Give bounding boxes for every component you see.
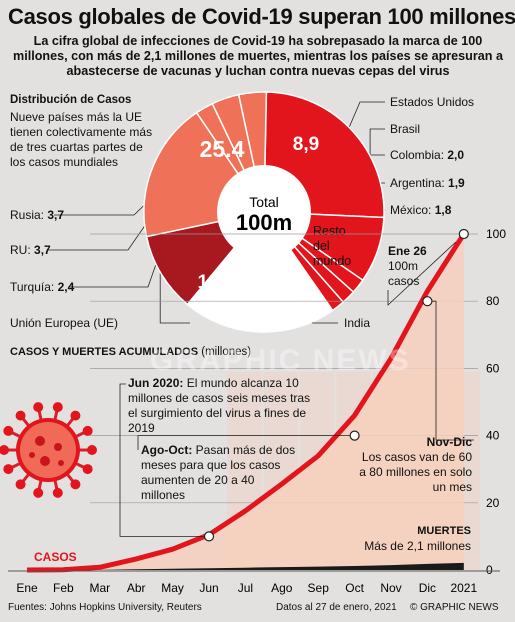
annotation-leader-3 <box>387 241 457 306</box>
x-tick-labels: Ene Feb Mar Abr May Jun Jul Ago Sep Oct Nov Dic 2021 <box>8 570 500 595</box>
pie-slice-5 <box>186 210 334 333</box>
label-brazil: Brasil <box>390 122 421 136</box>
label-uk: RU: 3,7 <box>10 243 51 257</box>
virus-spike-9 <box>15 410 26 421</box>
x-tick-Ago: Ago <box>271 581 293 595</box>
annotation-deaths: Muertes Más de 2,1 millones <box>364 525 471 553</box>
y-tick-labels: 0 20 40 60 80 100 <box>486 227 506 577</box>
annotation-nov-dic: Nov-Dic Los casos van de 60 a 80 millones… <box>359 435 472 494</box>
y-tick-20: 20 <box>486 496 500 510</box>
highlight-point-1 <box>349 430 360 441</box>
label-mexico: México: 1,8 <box>390 203 452 217</box>
highlight-point-3 <box>458 228 469 240</box>
slice-label-india: 10,7 <box>268 288 303 308</box>
donut-center-label: Total <box>249 194 279 210</box>
label-india: India <box>344 316 371 330</box>
label-argentina: Argentina: 1,9 <box>390 176 465 190</box>
virus-spike-1 <box>82 464 93 475</box>
x-tick-May: May <box>161 581 184 595</box>
virus-spike-10 <box>33 402 44 413</box>
virus-spike-3 <box>52 487 63 498</box>
virus-spike-2 <box>70 479 81 490</box>
distribution-description: Nueve países más la UE tienen colectivam… <box>10 110 153 169</box>
virus-spike-4 <box>33 487 44 498</box>
x-tick-Sep: Sep <box>308 581 330 595</box>
label-us: Estados Unidos <box>390 95 475 109</box>
highlight-points <box>203 228 469 542</box>
cases-line <box>26 232 466 573</box>
virus-spike-7 <box>0 445 9 455</box>
cases-series-label: Casos <box>34 550 77 564</box>
cumulative-heading: Casos y Muertes acumulados (millones) <box>10 346 252 358</box>
subheadline: La cifra global de infecciones de Covid-… <box>13 34 503 78</box>
y-tick-40: 40 <box>486 429 500 443</box>
x-tick-2021: 2021 <box>450 581 477 595</box>
x-tick-Jun: Jun <box>199 581 218 595</box>
y-tick-60: 60 <box>486 361 500 375</box>
footer-date: Datos al 27 de enero, 2021 <box>276 602 397 613</box>
footer-sources: Fuentes: Johns Hopkins University, Reute… <box>8 602 202 613</box>
x-tick-Mar: Mar <box>89 581 110 595</box>
slice-label-us: 25.4 <box>200 136 245 162</box>
label-rest-of-world: Resto del mundo <box>313 224 352 268</box>
label-turkey: Turquía: 2,4 <box>10 280 75 294</box>
virus-spike-12 <box>70 410 81 421</box>
donut-center-value: 100m <box>236 210 292 235</box>
annotation-leader-1 <box>137 435 355 450</box>
y-tick-100: 100 <box>486 227 506 241</box>
virus-spike-11 <box>52 402 63 413</box>
slice-label-eu: 18,8 <box>198 272 235 293</box>
virus-spike-8 <box>3 425 14 436</box>
annotation-ago-oct: Ago-Oct: Pasan más de dos meses para que… <box>141 443 296 502</box>
x-tick-Jul: Jul <box>238 581 253 595</box>
x-tick-Dic: Dic <box>419 581 436 595</box>
label-russia: Rusia: 3,7 <box>10 208 65 222</box>
footer-credit: © GRAPHIC NEWS <box>410 602 499 613</box>
highlight-point-0 <box>203 531 215 542</box>
slice-label-brazil: 8,9 <box>293 134 319 155</box>
annotation-leader-0 <box>119 383 209 537</box>
y-tick-80: 80 <box>486 294 500 308</box>
annotation-jun-2020: Jun 2020: El mundo alcanza 10 millones d… <box>128 376 311 435</box>
virus-spike-5 <box>15 479 26 490</box>
virus-spike-0 <box>87 445 97 455</box>
cases-area <box>26 232 466 573</box>
x-tick-Oct: Oct <box>345 581 364 595</box>
x-tick-Nov: Nov <box>380 581 401 595</box>
x-tick-Ene: Ene <box>16 581 38 595</box>
virus-spike-13 <box>82 425 93 436</box>
annotation-ene-26: Ene 26 100m casos <box>388 244 427 288</box>
deaths-fill <box>27 562 464 570</box>
x-tick-Feb: Feb <box>53 581 74 595</box>
headline: Casos globales de Covid-19 superan 100 m… <box>8 4 515 29</box>
x-tick-Abr: Abr <box>127 581 146 595</box>
donut-hole <box>217 165 311 259</box>
cases-fill <box>27 234 464 570</box>
pie-leader-0 <box>345 101 385 136</box>
deaths-area <box>27 562 464 570</box>
virus-illustration <box>0 402 97 498</box>
distribution-heading: Distribución de Casos <box>10 94 132 106</box>
highlight-point-2 <box>422 296 433 307</box>
label-eu: Unión Europea (UE) <box>10 316 119 330</box>
label-colombia: Colombia: 2,0 <box>390 148 465 162</box>
virus-spike-6 <box>3 464 14 475</box>
y-tick-0: 0 <box>486 563 493 577</box>
